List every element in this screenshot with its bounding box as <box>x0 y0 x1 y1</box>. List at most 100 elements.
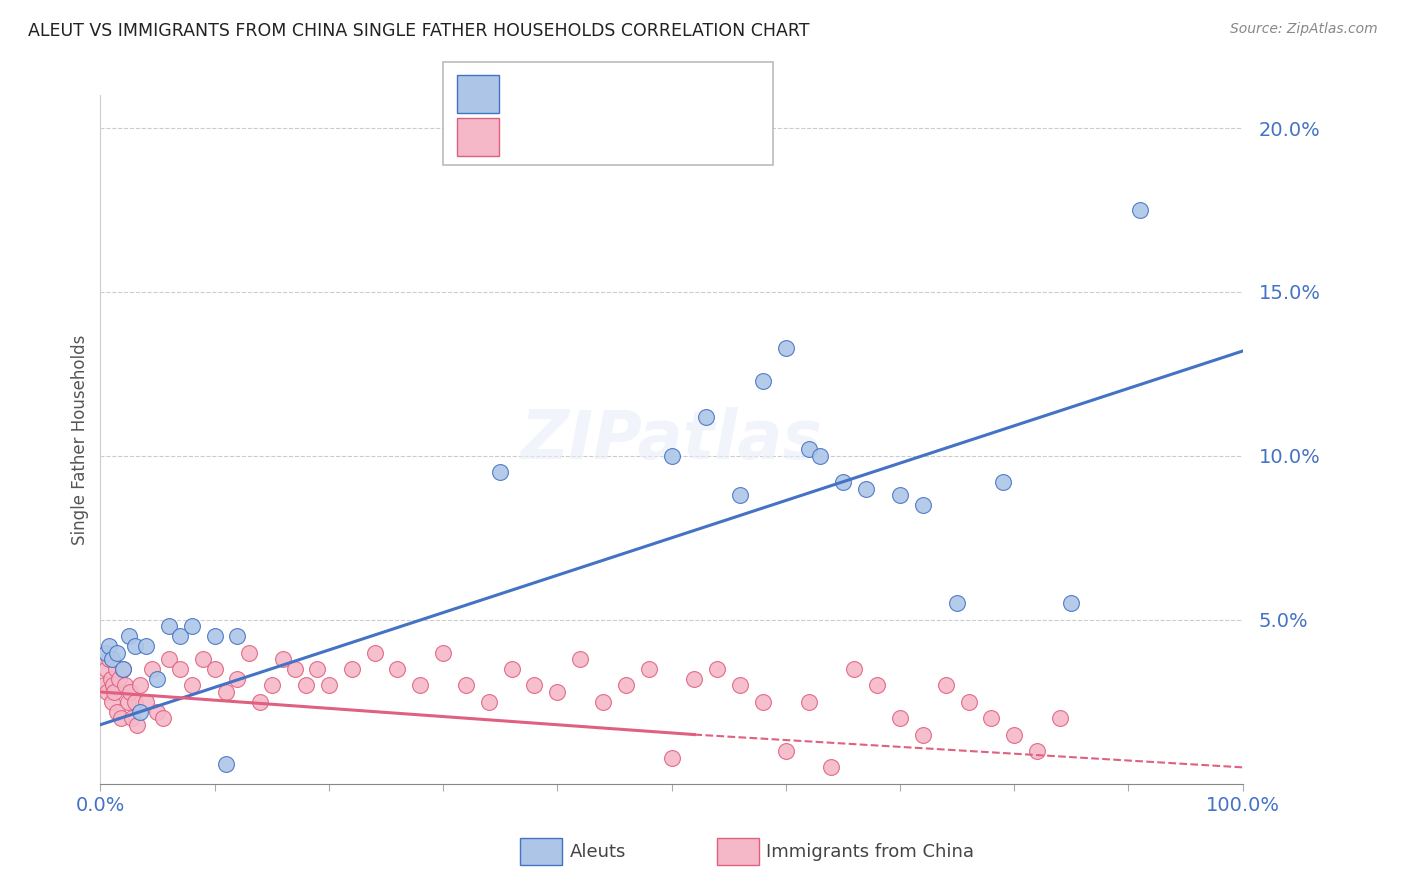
Point <box>117 695 139 709</box>
Point <box>661 449 683 463</box>
Point <box>614 678 637 692</box>
Point <box>157 619 180 633</box>
Point <box>820 760 842 774</box>
Text: ALEUT VS IMMIGRANTS FROM CHINA SINGLE FATHER HOUSEHOLDS CORRELATION CHART: ALEUT VS IMMIGRANTS FROM CHINA SINGLE FA… <box>28 22 810 40</box>
Point <box>226 629 249 643</box>
Point <box>94 662 117 676</box>
Point <box>889 711 911 725</box>
Y-axis label: Single Father Households: Single Father Households <box>72 334 89 545</box>
Point <box>215 685 238 699</box>
Point <box>129 705 152 719</box>
Text: Source: ZipAtlas.com: Source: ZipAtlas.com <box>1230 22 1378 37</box>
Point <box>775 744 797 758</box>
Point <box>546 685 568 699</box>
Point <box>283 662 305 676</box>
Point <box>637 662 659 676</box>
Point <box>911 498 934 512</box>
Point <box>103 685 125 699</box>
Point <box>146 672 169 686</box>
Point <box>501 662 523 676</box>
Point <box>124 695 146 709</box>
Point <box>98 639 121 653</box>
Point <box>318 678 340 692</box>
Point <box>96 685 118 699</box>
Point <box>125 717 148 731</box>
Point <box>169 662 191 676</box>
Point <box>387 662 409 676</box>
Point <box>1129 202 1152 217</box>
Point <box>121 711 143 725</box>
Point <box>889 488 911 502</box>
Point <box>107 646 129 660</box>
Point <box>107 705 129 719</box>
Point <box>191 652 214 666</box>
Point <box>775 341 797 355</box>
Point <box>152 711 174 725</box>
Point <box>728 678 751 692</box>
Point <box>728 488 751 502</box>
Point <box>363 646 385 660</box>
Point <box>831 475 853 490</box>
Point <box>146 705 169 719</box>
Point <box>489 465 512 479</box>
Point <box>980 711 1002 725</box>
Point <box>249 695 271 709</box>
Point <box>808 449 831 463</box>
Point <box>118 629 141 643</box>
Point <box>94 646 117 660</box>
Point <box>706 662 728 676</box>
Point <box>454 678 477 692</box>
Point <box>946 597 969 611</box>
Text: R =  0.835    N = 32: R = 0.835 N = 32 <box>510 85 693 103</box>
Point <box>135 695 157 709</box>
Point <box>169 629 191 643</box>
Point <box>114 678 136 692</box>
Point <box>752 695 775 709</box>
Point <box>112 662 135 676</box>
Point <box>93 678 115 692</box>
Point <box>271 652 294 666</box>
Point <box>118 685 141 699</box>
Point <box>1060 597 1083 611</box>
Point <box>569 652 592 666</box>
Point <box>1049 711 1071 725</box>
Point <box>226 672 249 686</box>
Point <box>100 695 122 709</box>
Point <box>991 475 1014 490</box>
Point <box>592 695 614 709</box>
Point <box>105 662 128 676</box>
Point <box>1002 728 1025 742</box>
Text: ZIPatlas: ZIPatlas <box>520 407 823 473</box>
Point <box>935 678 957 692</box>
Point <box>215 757 238 772</box>
Point <box>141 662 163 676</box>
Point <box>432 646 454 660</box>
Point <box>683 672 706 686</box>
Point <box>112 662 135 676</box>
Point <box>100 672 122 686</box>
Point <box>307 662 329 676</box>
Text: Immigrants from China: Immigrants from China <box>766 843 974 861</box>
Point <box>100 652 122 666</box>
Point <box>695 409 717 424</box>
Point <box>204 662 226 676</box>
Point <box>797 695 820 709</box>
Text: Aleuts: Aleuts <box>569 843 626 861</box>
Point <box>752 374 775 388</box>
Point <box>1026 744 1049 758</box>
Point <box>340 662 363 676</box>
Point <box>98 652 121 666</box>
Point <box>957 695 980 709</box>
Point <box>409 678 432 692</box>
Point <box>523 678 546 692</box>
Point <box>204 629 226 643</box>
Point <box>110 711 132 725</box>
Point <box>478 695 501 709</box>
Point <box>855 482 877 496</box>
Point <box>661 750 683 764</box>
Point <box>157 652 180 666</box>
Point <box>180 678 202 692</box>
Point <box>844 662 866 676</box>
Point <box>101 678 124 692</box>
Point <box>129 678 152 692</box>
